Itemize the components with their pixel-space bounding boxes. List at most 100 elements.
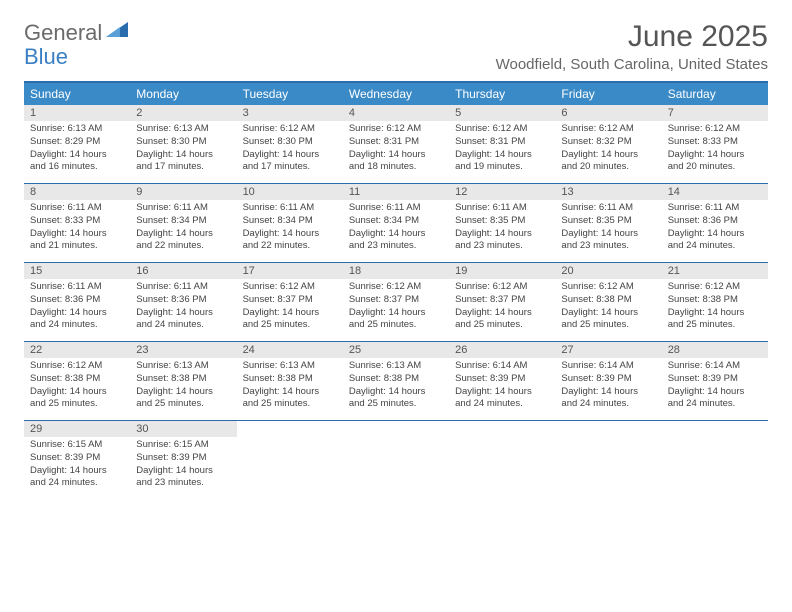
day-number: 16 <box>130 263 236 279</box>
day-cell: 16Sunrise: 6:11 AMSunset: 8:36 PMDayligh… <box>130 263 236 341</box>
day-cell: 22Sunrise: 6:12 AMSunset: 8:38 PMDayligh… <box>24 342 130 420</box>
day-body: Sunrise: 6:15 AMSunset: 8:39 PMDaylight:… <box>130 437 236 494</box>
day-body: Sunrise: 6:11 AMSunset: 8:36 PMDaylight:… <box>662 200 768 257</box>
day-cell: 1Sunrise: 6:13 AMSunset: 8:29 PMDaylight… <box>24 105 130 183</box>
day-number: 17 <box>237 263 343 279</box>
day-body: Sunrise: 6:11 AMSunset: 8:33 PMDaylight:… <box>24 200 130 257</box>
day-number: 20 <box>555 263 661 279</box>
day-number: 9 <box>130 184 236 200</box>
day-number: 21 <box>662 263 768 279</box>
day-number: 13 <box>555 184 661 200</box>
day-body: Sunrise: 6:11 AMSunset: 8:34 PMDaylight:… <box>237 200 343 257</box>
day-cell: 28Sunrise: 6:14 AMSunset: 8:39 PMDayligh… <box>662 342 768 420</box>
day-body: Sunrise: 6:13 AMSunset: 8:29 PMDaylight:… <box>24 121 130 178</box>
day-number: 25 <box>343 342 449 358</box>
calendar-grid: SundayMondayTuesdayWednesdayThursdayFrid… <box>24 81 768 499</box>
day-body: Sunrise: 6:11 AMSunset: 8:34 PMDaylight:… <box>130 200 236 257</box>
week-row: 1Sunrise: 6:13 AMSunset: 8:29 PMDaylight… <box>24 105 768 184</box>
day-cell: 23Sunrise: 6:13 AMSunset: 8:38 PMDayligh… <box>130 342 236 420</box>
day-cell: 9Sunrise: 6:11 AMSunset: 8:34 PMDaylight… <box>130 184 236 262</box>
day-cell: 5Sunrise: 6:12 AMSunset: 8:31 PMDaylight… <box>449 105 555 183</box>
day-cell: 17Sunrise: 6:12 AMSunset: 8:37 PMDayligh… <box>237 263 343 341</box>
day-body: Sunrise: 6:11 AMSunset: 8:35 PMDaylight:… <box>449 200 555 257</box>
day-number: 3 <box>237 105 343 121</box>
day-number: 10 <box>237 184 343 200</box>
day-number: 12 <box>449 184 555 200</box>
day-cell: 3Sunrise: 6:12 AMSunset: 8:30 PMDaylight… <box>237 105 343 183</box>
weeks-container: 1Sunrise: 6:13 AMSunset: 8:29 PMDaylight… <box>24 105 768 499</box>
empty-day-cell <box>343 421 449 499</box>
day-cell: 7Sunrise: 6:12 AMSunset: 8:33 PMDaylight… <box>662 105 768 183</box>
day-body: Sunrise: 6:11 AMSunset: 8:34 PMDaylight:… <box>343 200 449 257</box>
empty-day-cell <box>662 421 768 499</box>
day-cell: 2Sunrise: 6:13 AMSunset: 8:30 PMDaylight… <box>130 105 236 183</box>
day-body: Sunrise: 6:12 AMSunset: 8:38 PMDaylight:… <box>24 358 130 415</box>
day-body: Sunrise: 6:11 AMSunset: 8:36 PMDaylight:… <box>130 279 236 336</box>
day-body: Sunrise: 6:14 AMSunset: 8:39 PMDaylight:… <box>662 358 768 415</box>
empty-day-cell <box>555 421 661 499</box>
day-number: 24 <box>237 342 343 358</box>
weekday-header: Friday <box>555 83 661 105</box>
empty-day-cell <box>237 421 343 499</box>
logo-text-blue: Blue <box>24 44 68 69</box>
day-body: Sunrise: 6:12 AMSunset: 8:30 PMDaylight:… <box>237 121 343 178</box>
day-number: 8 <box>24 184 130 200</box>
day-cell: 30Sunrise: 6:15 AMSunset: 8:39 PMDayligh… <box>130 421 236 499</box>
day-number: 6 <box>555 105 661 121</box>
day-number: 30 <box>130 421 236 437</box>
day-cell: 11Sunrise: 6:11 AMSunset: 8:34 PMDayligh… <box>343 184 449 262</box>
day-body: Sunrise: 6:12 AMSunset: 8:37 PMDaylight:… <box>449 279 555 336</box>
day-number: 5 <box>449 105 555 121</box>
day-number: 4 <box>343 105 449 121</box>
calendar-page: General June 2025 Woodfield, South Carol… <box>0 0 792 519</box>
day-body: Sunrise: 6:12 AMSunset: 8:37 PMDaylight:… <box>343 279 449 336</box>
day-body: Sunrise: 6:13 AMSunset: 8:38 PMDaylight:… <box>343 358 449 415</box>
empty-day-cell <box>449 421 555 499</box>
day-cell: 20Sunrise: 6:12 AMSunset: 8:38 PMDayligh… <box>555 263 661 341</box>
day-body: Sunrise: 6:12 AMSunset: 8:38 PMDaylight:… <box>662 279 768 336</box>
title-block: June 2025 Woodfield, South Carolina, Uni… <box>496 20 768 73</box>
day-cell: 8Sunrise: 6:11 AMSunset: 8:33 PMDaylight… <box>24 184 130 262</box>
weekday-header: Sunday <box>24 83 130 105</box>
day-body: Sunrise: 6:13 AMSunset: 8:38 PMDaylight:… <box>130 358 236 415</box>
weekday-header: Tuesday <box>237 83 343 105</box>
day-number: 23 <box>130 342 236 358</box>
day-body: Sunrise: 6:12 AMSunset: 8:32 PMDaylight:… <box>555 121 661 178</box>
day-body: Sunrise: 6:15 AMSunset: 8:39 PMDaylight:… <box>24 437 130 494</box>
day-cell: 10Sunrise: 6:11 AMSunset: 8:34 PMDayligh… <box>237 184 343 262</box>
page-title: June 2025 <box>496 20 768 54</box>
logo-triangle-icon <box>106 19 128 42</box>
day-cell: 21Sunrise: 6:12 AMSunset: 8:38 PMDayligh… <box>662 263 768 341</box>
day-body: Sunrise: 6:14 AMSunset: 8:39 PMDaylight:… <box>449 358 555 415</box>
weekday-header: Monday <box>130 83 236 105</box>
day-body: Sunrise: 6:12 AMSunset: 8:33 PMDaylight:… <box>662 121 768 178</box>
day-number: 14 <box>662 184 768 200</box>
weekday-header: Saturday <box>662 83 768 105</box>
day-body: Sunrise: 6:13 AMSunset: 8:38 PMDaylight:… <box>237 358 343 415</box>
day-cell: 27Sunrise: 6:14 AMSunset: 8:39 PMDayligh… <box>555 342 661 420</box>
day-cell: 4Sunrise: 6:12 AMSunset: 8:31 PMDaylight… <box>343 105 449 183</box>
day-cell: 13Sunrise: 6:11 AMSunset: 8:35 PMDayligh… <box>555 184 661 262</box>
day-number: 15 <box>24 263 130 279</box>
day-cell: 25Sunrise: 6:13 AMSunset: 8:38 PMDayligh… <box>343 342 449 420</box>
day-cell: 14Sunrise: 6:11 AMSunset: 8:36 PMDayligh… <box>662 184 768 262</box>
logo: General <box>24 20 130 46</box>
location-text: Woodfield, South Carolina, United States <box>496 56 768 73</box>
day-cell: 15Sunrise: 6:11 AMSunset: 8:36 PMDayligh… <box>24 263 130 341</box>
week-row: 15Sunrise: 6:11 AMSunset: 8:36 PMDayligh… <box>24 263 768 342</box>
day-number: 2 <box>130 105 236 121</box>
day-number: 26 <box>449 342 555 358</box>
weekday-header: Wednesday <box>343 83 449 105</box>
day-body: Sunrise: 6:12 AMSunset: 8:38 PMDaylight:… <box>555 279 661 336</box>
day-cell: 12Sunrise: 6:11 AMSunset: 8:35 PMDayligh… <box>449 184 555 262</box>
day-body: Sunrise: 6:12 AMSunset: 8:31 PMDaylight:… <box>343 121 449 178</box>
day-number: 19 <box>449 263 555 279</box>
day-body: Sunrise: 6:11 AMSunset: 8:36 PMDaylight:… <box>24 279 130 336</box>
weekday-header-row: SundayMondayTuesdayWednesdayThursdayFrid… <box>24 83 768 105</box>
day-body: Sunrise: 6:14 AMSunset: 8:39 PMDaylight:… <box>555 358 661 415</box>
logo-text-general: General <box>24 20 102 46</box>
day-number: 7 <box>662 105 768 121</box>
day-cell: 24Sunrise: 6:13 AMSunset: 8:38 PMDayligh… <box>237 342 343 420</box>
weekday-header: Thursday <box>449 83 555 105</box>
day-number: 1 <box>24 105 130 121</box>
